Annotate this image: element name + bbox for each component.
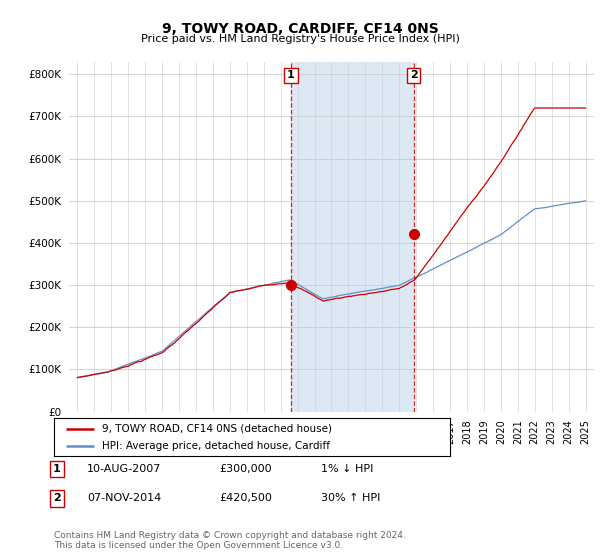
Text: HPI: Average price, detached house, Cardiff: HPI: Average price, detached house, Card…	[101, 441, 329, 451]
Text: £300,000: £300,000	[219, 464, 272, 474]
Text: 30% ↑ HPI: 30% ↑ HPI	[321, 493, 380, 503]
Text: 2: 2	[53, 493, 61, 503]
Text: 10-AUG-2007: 10-AUG-2007	[87, 464, 161, 474]
Bar	[291, 62, 413, 412]
Text: Contains HM Land Registry data © Crown copyright and database right 2024.
This d: Contains HM Land Registry data © Crown c…	[54, 530, 406, 550]
Text: 1: 1	[53, 464, 61, 474]
Text: 9, TOWY ROAD, CF14 0NS (detached house): 9, TOWY ROAD, CF14 0NS (detached house)	[101, 423, 332, 433]
Text: 1% ↓ HPI: 1% ↓ HPI	[321, 464, 373, 474]
Text: 07-NOV-2014: 07-NOV-2014	[87, 493, 161, 503]
Text: Price paid vs. HM Land Registry's House Price Index (HPI): Price paid vs. HM Land Registry's House …	[140, 34, 460, 44]
Text: 2: 2	[410, 71, 418, 80]
Text: £420,500: £420,500	[219, 493, 272, 503]
Text: 1: 1	[287, 71, 295, 80]
Text: 9, TOWY ROAD, CARDIFF, CF14 0NS: 9, TOWY ROAD, CARDIFF, CF14 0NS	[161, 22, 439, 36]
